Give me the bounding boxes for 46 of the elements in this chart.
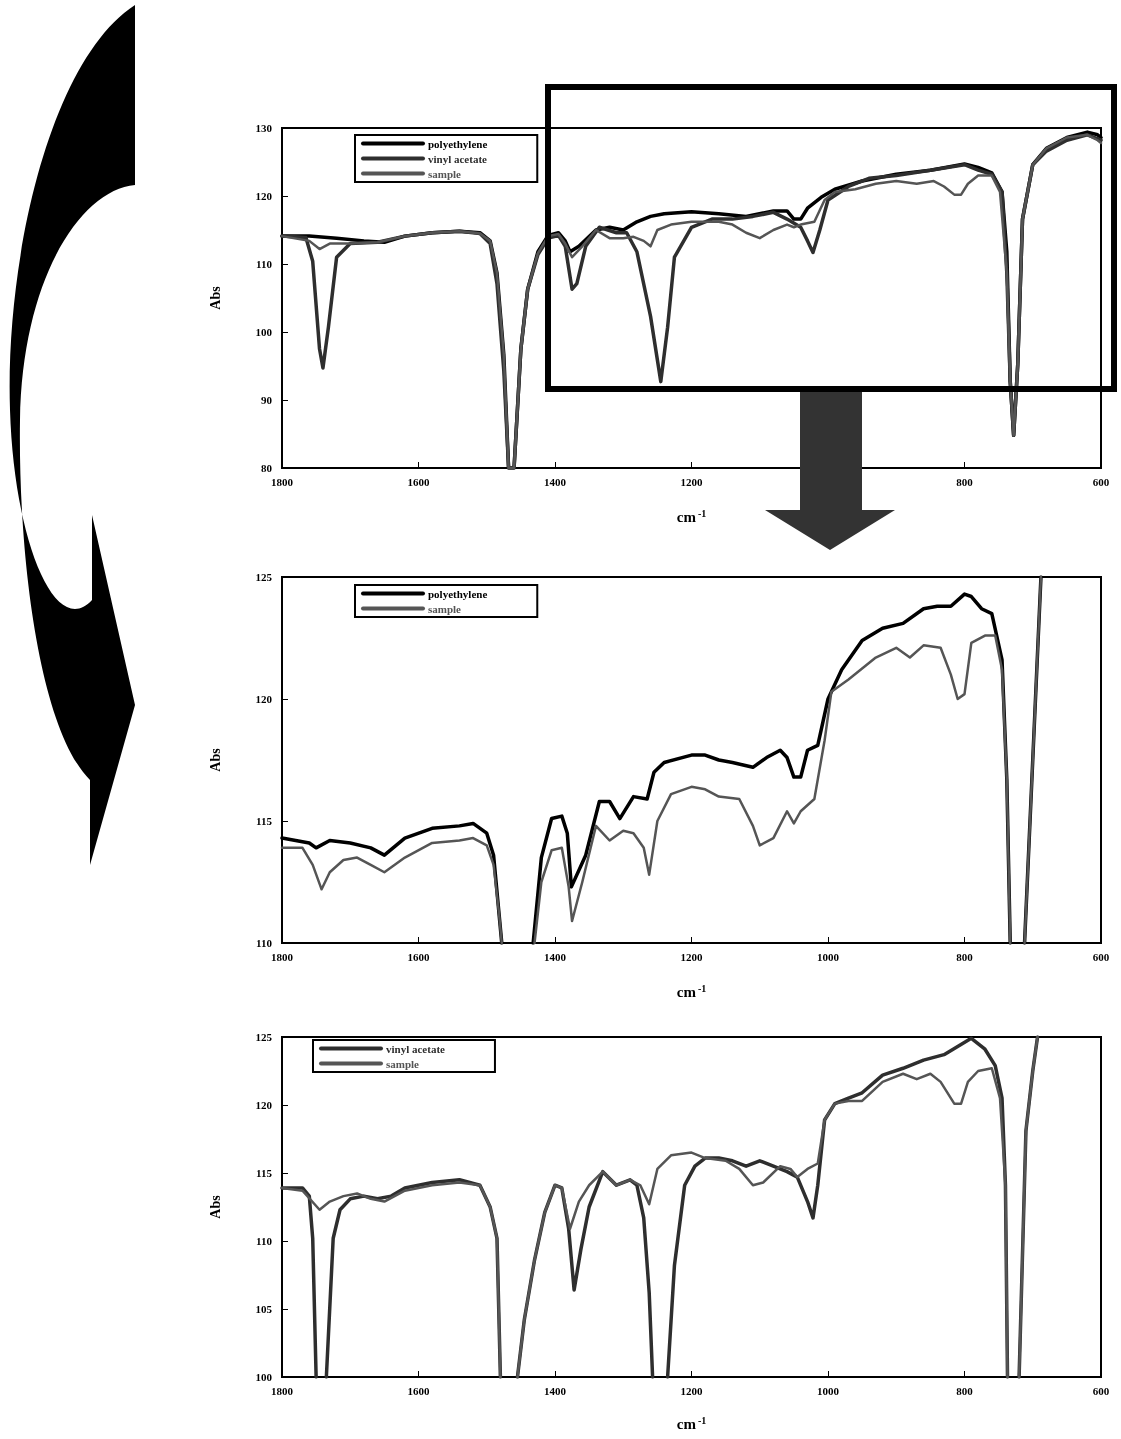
x-tick-label: 1800 [271, 950, 294, 963]
x-tick-label: 1600 [407, 1384, 430, 1397]
y-tick-label: 120 [255, 1099, 273, 1111]
x-tick-label: 800 [956, 1384, 974, 1397]
x-tick-label: 1600 [407, 950, 430, 963]
y-axis-title: Abs [207, 747, 223, 772]
text: sample [428, 167, 462, 180]
y-tick-label: 100 [255, 326, 273, 338]
text: sample [428, 602, 462, 615]
y-tick-label: 110 [256, 937, 273, 949]
x-tick-label: 1800 [271, 1384, 294, 1397]
y-axis-title: Abs [207, 1194, 223, 1219]
y-tick-label: 80 [261, 462, 273, 474]
x-tick-label: 1200 [680, 475, 703, 488]
y-tick-label: 105 [255, 1303, 273, 1315]
y-axis-title: Abs [207, 285, 223, 310]
y-tick-label: 110 [256, 1235, 273, 1247]
x-tick-label: 1400 [544, 475, 567, 488]
text: vinyl acetate [428, 152, 488, 165]
y-tick-label: 115 [256, 1167, 273, 1179]
y-tick-label: 125 [255, 1031, 273, 1043]
x-tick-label: 1400 [544, 1384, 567, 1397]
x-tick-label: 1400 [544, 950, 567, 963]
text: polyethylene [428, 137, 488, 150]
x-tick-label: 1600 [407, 475, 430, 488]
y-tick-label: 115 [256, 815, 273, 827]
x-tick-label: 600 [1092, 950, 1110, 963]
text: vinyl acetate [386, 1042, 446, 1055]
x-tick-label: 1000 [817, 1384, 840, 1397]
y-tick-label: 110 [256, 258, 273, 270]
x-tick-label: 800 [956, 475, 974, 488]
y-tick-label: 120 [255, 190, 273, 202]
y-tick-label: 130 [255, 122, 273, 134]
x-tick-label: 1000 [817, 950, 840, 963]
x-tick-label: 1800 [271, 475, 294, 488]
y-tick-label: 125 [255, 571, 273, 583]
y-tick-label: 120 [255, 693, 273, 705]
x-tick-label: 600 [1092, 1384, 1110, 1397]
x-tick-label: 600 [1092, 475, 1110, 488]
x-tick-label: 800 [956, 950, 974, 963]
y-tick-label: 90 [261, 394, 273, 406]
x-tick-label: 1200 [680, 1384, 703, 1397]
text: sample [386, 1057, 420, 1070]
x-tick-label: 1200 [680, 950, 703, 963]
y-tick-label: 100 [255, 1371, 273, 1383]
text: polyethylene [428, 587, 488, 600]
